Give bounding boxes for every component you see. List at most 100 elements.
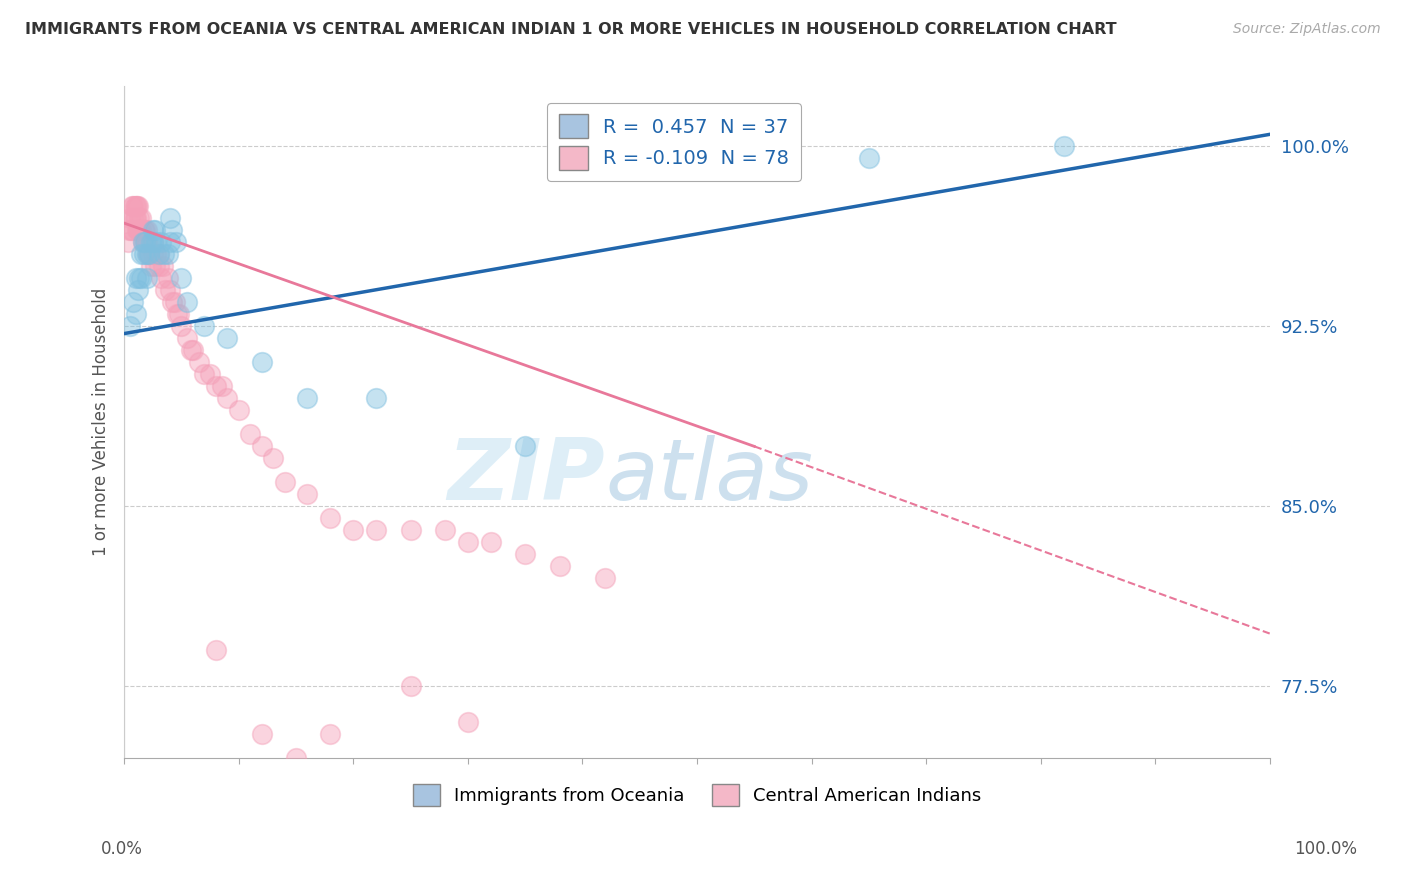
Point: [273, 475, 295, 490]
Point: [145, 247, 167, 261]
Text: atlas: atlas: [606, 434, 813, 517]
Point: [124, 199, 146, 213]
Point: [142, 247, 165, 261]
Point: [118, 223, 141, 237]
Point: [139, 235, 162, 250]
Point: [170, 271, 193, 285]
Point: [120, 223, 142, 237]
Point: [127, 284, 149, 298]
Point: [136, 247, 159, 261]
Point: [143, 223, 166, 237]
Point: [167, 307, 190, 321]
Point: [162, 223, 184, 237]
Point: [366, 392, 388, 406]
Point: [152, 260, 174, 274]
Point: [217, 331, 239, 345]
Point: [513, 439, 536, 453]
Text: Source: ZipAtlas.com: Source: ZipAtlas.com: [1233, 22, 1381, 37]
Point: [193, 368, 215, 382]
Point: [124, 211, 146, 226]
Point: [138, 247, 160, 261]
Point: [134, 235, 156, 250]
Point: [132, 223, 155, 237]
Point: [187, 355, 209, 369]
Point: [250, 439, 273, 453]
Point: [457, 535, 479, 549]
Point: [180, 343, 202, 358]
Point: [156, 247, 179, 261]
Point: [128, 211, 150, 226]
Point: [136, 223, 159, 237]
Point: [142, 235, 165, 250]
Point: [122, 199, 145, 213]
Point: [124, 211, 146, 226]
Point: [142, 223, 165, 237]
Point: [193, 319, 215, 334]
Point: [132, 247, 155, 261]
Point: [159, 235, 181, 250]
Legend: Immigrants from Oceania, Central American Indians: Immigrants from Oceania, Central America…: [405, 777, 988, 814]
Point: [198, 368, 221, 382]
Point: [131, 211, 153, 226]
Point: [285, 751, 308, 765]
Point: [149, 235, 172, 250]
Point: [125, 199, 148, 213]
Point: [205, 643, 228, 657]
Point: [211, 379, 233, 393]
Text: IMMIGRANTS FROM OCEANIA VS CENTRAL AMERICAN INDIAN 1 OR MORE VEHICLES IN HOUSEHO: IMMIGRANTS FROM OCEANIA VS CENTRAL AMERI…: [25, 22, 1116, 37]
Point: [250, 727, 273, 741]
Point: [162, 295, 184, 310]
Point: [148, 247, 170, 261]
Point: [297, 392, 319, 406]
Point: [399, 679, 422, 693]
Point: [250, 355, 273, 369]
Point: [262, 451, 284, 466]
Point: [153, 247, 176, 261]
Point: [166, 307, 188, 321]
Point: [513, 547, 536, 561]
Point: [118, 319, 141, 334]
Point: [131, 235, 153, 250]
Point: [131, 235, 153, 250]
Point: [131, 271, 153, 285]
Point: [121, 199, 143, 213]
Point: [127, 223, 149, 237]
Point: [134, 223, 156, 237]
Point: [124, 271, 146, 285]
Point: [457, 715, 479, 730]
Point: [176, 331, 198, 345]
Point: [595, 571, 617, 585]
Point: [136, 247, 159, 261]
Y-axis label: 1 or more Vehicles in Household: 1 or more Vehicles in Household: [93, 288, 110, 557]
Point: [342, 524, 364, 538]
Point: [148, 247, 170, 261]
Point: [319, 511, 342, 525]
Text: 0.0%: 0.0%: [101, 840, 143, 858]
Point: [138, 247, 160, 261]
Point: [479, 535, 502, 549]
Point: [134, 235, 156, 250]
Point: [217, 392, 239, 406]
Point: [239, 427, 262, 442]
Point: [165, 235, 187, 250]
Point: [170, 319, 193, 334]
Point: [399, 524, 422, 538]
Point: [149, 271, 172, 285]
Point: [148, 260, 170, 274]
Point: [124, 307, 146, 321]
Point: [128, 271, 150, 285]
Point: [131, 247, 153, 261]
Point: [127, 199, 149, 213]
Point: [159, 284, 181, 298]
Point: [159, 211, 181, 226]
Text: 100.0%: 100.0%: [1294, 840, 1357, 858]
Point: [205, 379, 228, 393]
Point: [124, 199, 146, 213]
Point: [121, 223, 143, 237]
Point: [176, 295, 198, 310]
Point: [858, 152, 880, 166]
Point: [128, 223, 150, 237]
Point: [125, 223, 148, 237]
Point: [319, 727, 342, 741]
Point: [139, 260, 162, 274]
